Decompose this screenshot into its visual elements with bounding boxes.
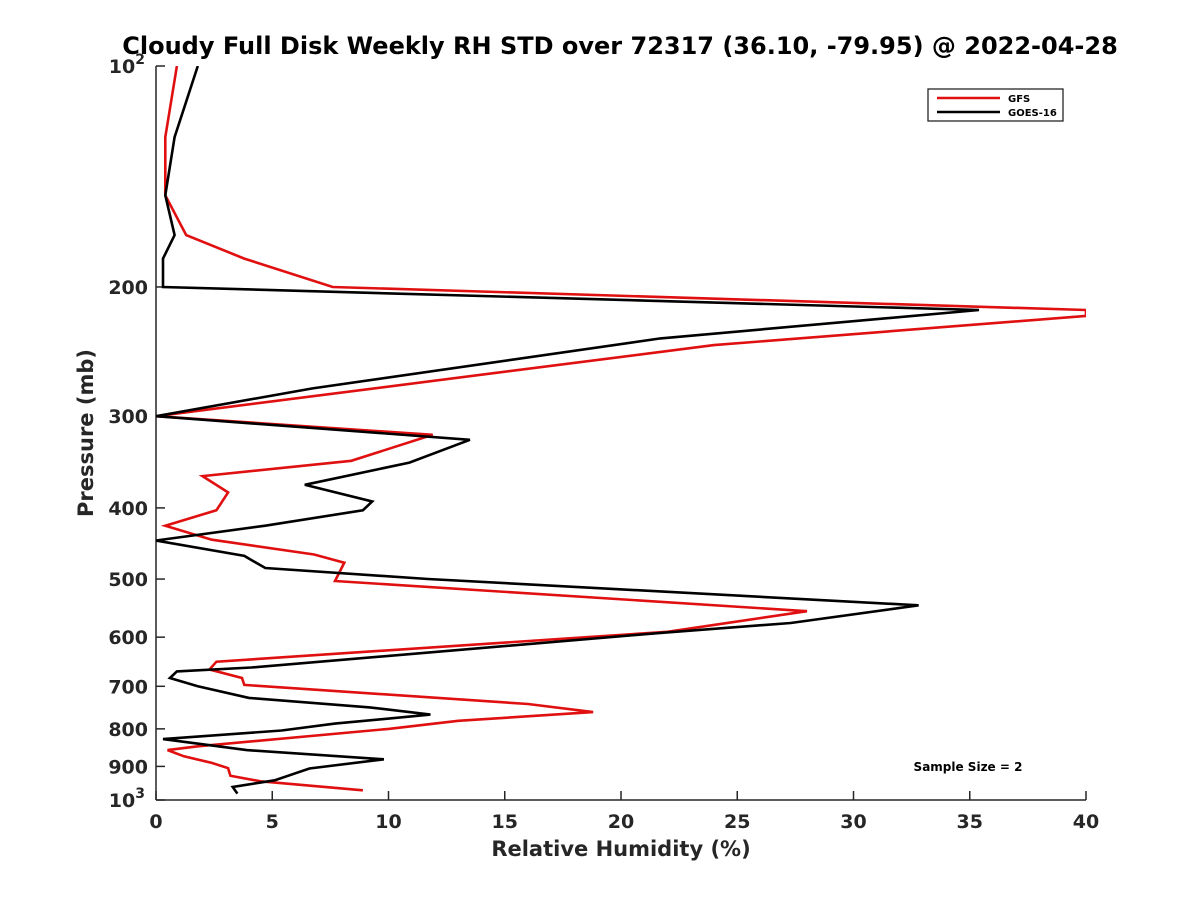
legend: GFS GOES-16 (927, 88, 1064, 122)
legend-box (927, 88, 1064, 122)
x-tick-label: 5 (266, 811, 279, 833)
y-tick-label: 600 (108, 627, 148, 649)
x-tick-label: 25 (724, 811, 750, 833)
legend-label-goes-16: GOES-16 (1008, 108, 1057, 119)
y-tick-label: 200 (108, 277, 148, 299)
sample-size-annotation: Sample Size = 2 (914, 760, 1023, 774)
x-tick-label: 10 (375, 811, 401, 833)
y-tick-label: 500 (108, 569, 148, 591)
goes-16-series-line (156, 66, 980, 795)
chart-title: Cloudy Full Disk Weekly RH STD over 7231… (122, 32, 1118, 60)
y-tick-label: 400 (108, 498, 148, 520)
y-axis-label: Pressure (mb) (74, 349, 98, 517)
x-tick-label: 20 (608, 811, 634, 833)
y-tick-label: 800 (108, 719, 148, 741)
x-tick-label: 30 (840, 811, 866, 833)
y-tick-label: 900 (108, 756, 148, 778)
x-tick-label: 15 (492, 811, 518, 833)
x-axis-label: Relative Humidity (%) (491, 837, 750, 861)
y-tick-label: 102 (109, 52, 145, 78)
y-tick-label: 700 (108, 676, 148, 698)
legend-label-gfs: GFS (1008, 94, 1030, 105)
y-tick-label: 300 (108, 406, 148, 428)
x-tick-label: 35 (957, 811, 983, 833)
y-tick-label: 103 (109, 786, 145, 812)
x-tick-label: 40 (1073, 811, 1099, 833)
x-tick-label: 0 (149, 811, 162, 833)
plot-area: 0 5 10 15 20 25 30 35 40 102 200 300 400 500 600 700 800… (108, 52, 1099, 833)
